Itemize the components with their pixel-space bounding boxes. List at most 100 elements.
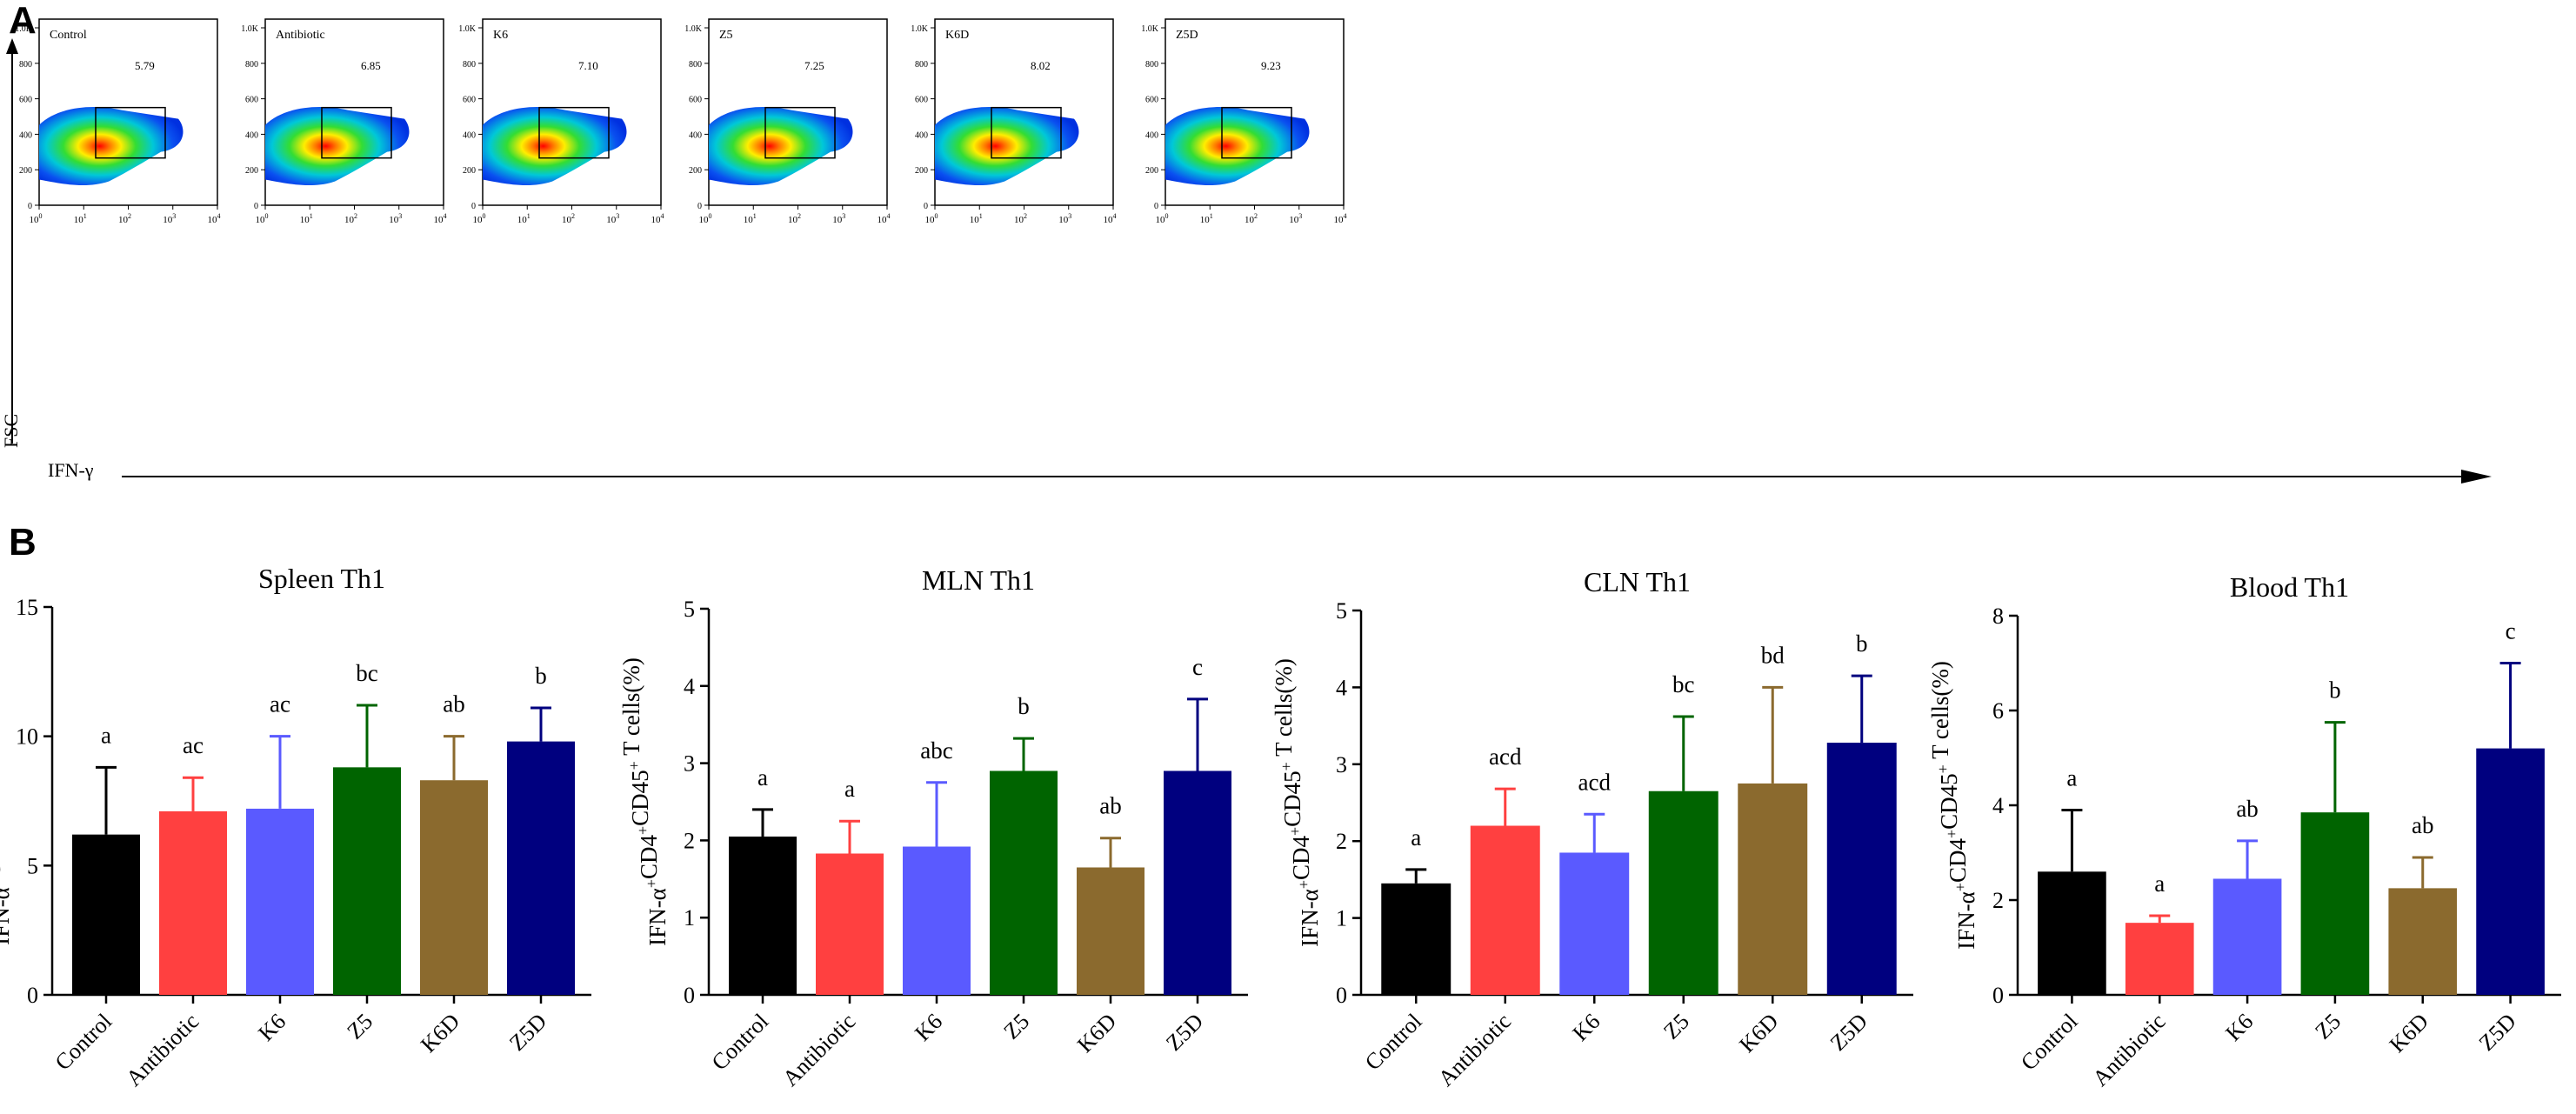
y-tick-label: 800 <box>245 60 258 70</box>
y-tick-label: 1.0K <box>684 24 703 34</box>
ifn-gamma-arrowhead-icon <box>2461 470 2492 484</box>
gate-percent: 8.02 <box>1031 59 1051 72</box>
y-tick-label: 5 <box>684 597 695 622</box>
significance-letter: ab <box>443 691 464 717</box>
chart-title: Spleen Th1 <box>258 563 385 594</box>
bar-k6 <box>1559 852 1630 995</box>
flow-plot-control: 0 200 400 600 800 1.0K 100 101 102 103 104 Control 5… <box>15 18 221 225</box>
bar-chart-spleen-th1: Spleen Th1 0 5 10 15 IFN-α+CD4+CD45+ T cells(… <box>0 563 591 1091</box>
x-tick-label: Z5 <box>2310 1009 2346 1044</box>
y-tick-label: 1.0K <box>458 24 477 34</box>
significance-letter: ab <box>2412 812 2433 838</box>
fsc-axis-label: FSC <box>0 414 22 448</box>
chart-title: Blood Th1 <box>2230 571 2349 603</box>
y-tick-label: 200 <box>463 166 476 176</box>
flow-plot-k6d: 0 200 400 600 800 1.0K 100 101 102 103 104 K6D 8.02 <box>911 18 1117 225</box>
x-tick-label: K6D <box>1072 1009 1121 1057</box>
flow-plot-k6: 0 200 400 600 800 1.0K 100 101 102 103 104 K6 7.10 <box>458 18 664 225</box>
bar-antibiotic <box>1470 825 1540 995</box>
gate-percent: 7.10 <box>578 59 598 72</box>
x-tick-label: Z5D <box>504 1009 551 1056</box>
y-tick-label: 400 <box>915 130 928 140</box>
flow-plot-title: Z5 <box>719 29 733 42</box>
significance-letter: b <box>2329 677 2341 704</box>
bar-control <box>1381 883 1452 995</box>
gate-box <box>1221 106 1292 159</box>
bar-k6d <box>420 780 488 995</box>
bar-z5 <box>2300 812 2370 995</box>
y-tick-label: 8 <box>1992 604 2004 629</box>
x-tick-label: 100 <box>256 212 269 225</box>
significance-letter: b <box>1018 693 1030 719</box>
bar-z5d <box>507 741 575 995</box>
y-tick-label: 400 <box>463 130 476 140</box>
bar-k6 <box>903 846 971 995</box>
density-blob <box>709 107 853 186</box>
panel-b-label: B <box>9 521 37 564</box>
gate-box <box>538 106 610 159</box>
bar-z5 <box>333 767 401 995</box>
x-tick-label: K6 <box>1568 1009 1605 1046</box>
x-tick-label: 104 <box>208 212 221 225</box>
bar-z5d <box>2476 748 2545 995</box>
bar-chart-mln-th1: MLN Th1 0 1 2 3 4 5 IFN-α+CD4+CD45+ T cells(%) a… <box>618 564 1248 1091</box>
y-tick-label: 1.0K <box>15 24 33 34</box>
x-tick-label: 102 <box>344 212 357 225</box>
gate-box <box>991 106 1062 159</box>
chart-title: MLN Th1 <box>922 564 1035 596</box>
significance-letter: bc <box>1672 671 1695 697</box>
significance-letter: c <box>1192 654 1203 680</box>
y-tick-label: 1.0K <box>1141 24 1159 34</box>
ifn-gamma-axis-label: IFN-γ <box>48 459 94 481</box>
gate-percent: 7.25 <box>804 59 824 72</box>
chart-title: CLN Th1 <box>1584 566 1691 597</box>
density-blob <box>483 107 627 186</box>
bar-k6 <box>2212 878 2282 995</box>
bar-antibiotic <box>159 810 227 995</box>
x-tick-label: 102 <box>118 212 131 225</box>
bar-control <box>729 836 797 995</box>
bar-control <box>2038 871 2106 995</box>
x-tick-label: 100 <box>30 212 43 225</box>
y-tick-label: 400 <box>245 130 258 140</box>
flow-plot-title: Z5D <box>1176 29 1198 42</box>
y-tick-label: 4 <box>1336 675 1347 700</box>
flow-plot-z5: 0 200 400 600 800 1.0K 100 101 102 103 104 Z5 7.25 <box>684 18 891 225</box>
significance-letter: b <box>1856 630 1868 657</box>
x-tick-label: 100 <box>1156 212 1169 225</box>
x-tick-label: K6 <box>910 1009 947 1046</box>
gate-percent: 5.79 <box>135 59 155 72</box>
significance-letter: acd <box>1489 744 1522 770</box>
y-tick-label: 600 <box>245 96 258 105</box>
y-tick-label: 15 <box>16 595 38 620</box>
y-tick-label: 0 <box>28 202 32 211</box>
significance-letter: acd <box>1578 769 1612 795</box>
x-tick-label: 103 <box>1289 212 1302 225</box>
x-tick-label: Antibiotic <box>2087 1009 2170 1091</box>
y-tick-label: 1.0K <box>911 24 929 34</box>
y-tick-label: 800 <box>689 60 702 70</box>
bar-antibiotic <box>816 853 884 995</box>
y-tick-label: 0 <box>254 202 258 211</box>
x-tick-label: 104 <box>1334 212 1347 225</box>
y-tick-label: 0 <box>684 983 695 1008</box>
y-tick-label: 400 <box>689 130 702 140</box>
y-tick-label: 3 <box>684 751 695 777</box>
flow-plot-antibiotic: 0 200 400 600 800 1.0K 100 101 102 103 104 Antibiot… <box>241 18 447 225</box>
x-tick-label: 101 <box>74 212 87 225</box>
y-tick-label: 0 <box>1992 983 2004 1008</box>
flow-panels: 0 200 400 600 800 1.0K 100 101 102 103 104 Control 5… <box>15 18 1347 225</box>
x-tick-label: 102 <box>1014 212 1027 225</box>
significance-letter: ac <box>270 691 290 717</box>
y-tick-label: 0 <box>471 202 476 211</box>
y-tick-label: 600 <box>689 96 702 105</box>
gate-box <box>764 106 836 159</box>
significance-letter: a <box>2154 871 2165 897</box>
y-tick-label: 600 <box>1145 96 1158 105</box>
x-tick-label: 101 <box>1200 212 1213 225</box>
y-tick-label: 10 <box>16 724 38 750</box>
y-tick-label: 200 <box>915 166 928 176</box>
y-tick-label: 3 <box>1336 752 1347 777</box>
